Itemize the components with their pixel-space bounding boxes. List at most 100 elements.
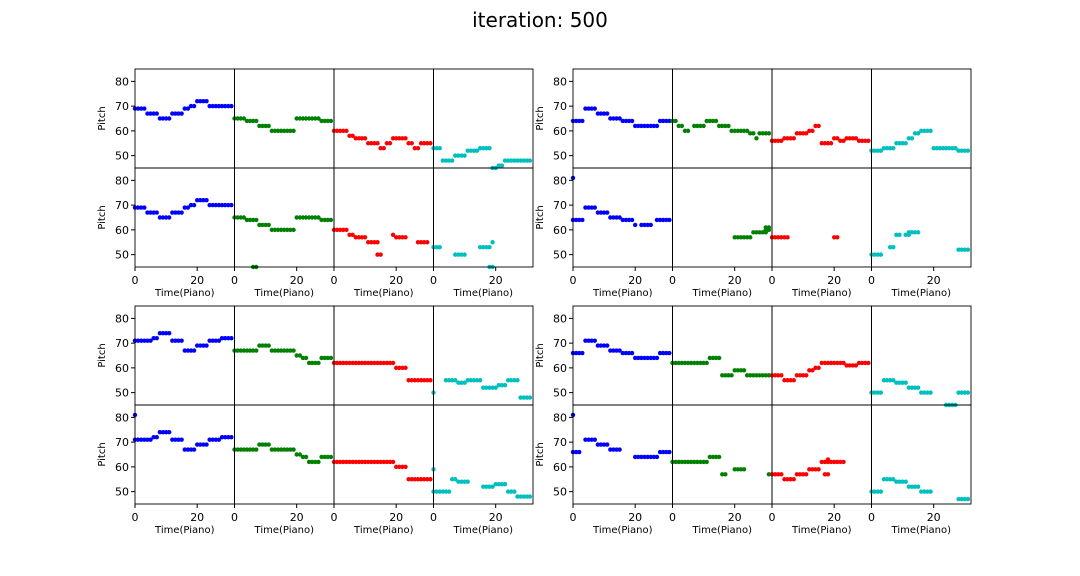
x-tick-label: 0 bbox=[570, 511, 577, 524]
note-point bbox=[909, 136, 915, 141]
y-tick-label: 50 bbox=[115, 387, 129, 400]
note-point bbox=[163, 430, 169, 435]
note-point bbox=[741, 128, 747, 134]
note-point bbox=[825, 360, 831, 366]
note-point bbox=[701, 360, 706, 366]
note-point bbox=[605, 343, 610, 348]
y-tick-label: 60 bbox=[553, 224, 567, 237]
note-point bbox=[269, 348, 275, 353]
note-point bbox=[425, 141, 430, 146]
note-point bbox=[586, 106, 591, 111]
note-point bbox=[623, 350, 629, 356]
note-point bbox=[601, 343, 607, 348]
note-point bbox=[350, 459, 355, 465]
subplot-frame bbox=[234, 404, 335, 505]
note-point bbox=[269, 128, 275, 134]
note-point bbox=[965, 496, 971, 502]
x-axis-label: Time(Piano) bbox=[592, 288, 653, 299]
x-tick-label: 20 bbox=[389, 511, 403, 524]
y-axis-label: Pitch bbox=[97, 205, 108, 229]
note-point bbox=[229, 434, 234, 440]
note-point bbox=[481, 245, 486, 250]
note-point bbox=[356, 360, 362, 366]
note-point bbox=[369, 240, 374, 245]
note-point bbox=[716, 454, 722, 460]
note-point bbox=[194, 197, 200, 203]
note-point bbox=[751, 131, 756, 136]
note-point bbox=[418, 378, 424, 383]
note-point bbox=[866, 138, 871, 143]
x-axis-label: Time(Piano) bbox=[254, 525, 315, 536]
note-point bbox=[692, 360, 697, 366]
note-point bbox=[577, 217, 582, 223]
note-point bbox=[894, 232, 899, 238]
note-point bbox=[244, 447, 250, 452]
note-point bbox=[881, 477, 887, 482]
note-point bbox=[667, 217, 672, 223]
note-point bbox=[685, 128, 691, 134]
note-point bbox=[216, 437, 222, 442]
note-point bbox=[859, 360, 865, 366]
subplot-3-1-1 bbox=[132, 305, 235, 406]
note-point bbox=[344, 128, 349, 134]
x-tick-label: 0 bbox=[669, 511, 676, 524]
note-point bbox=[884, 477, 890, 482]
note-point bbox=[471, 378, 477, 383]
subplot-frame bbox=[134, 305, 235, 406]
note-point bbox=[362, 459, 368, 465]
subplot-1-1-4 bbox=[431, 68, 534, 171]
note-point bbox=[260, 343, 265, 348]
note-point bbox=[191, 202, 197, 208]
note-point bbox=[825, 141, 831, 146]
subplot-frame bbox=[771, 305, 872, 406]
note-point bbox=[735, 235, 740, 240]
subplot-frame bbox=[572, 167, 673, 268]
note-point bbox=[919, 128, 924, 134]
note-point bbox=[484, 484, 489, 489]
note-point bbox=[667, 449, 672, 455]
note-point bbox=[502, 158, 508, 163]
note-point bbox=[841, 360, 846, 366]
note-point bbox=[909, 484, 915, 489]
note-point bbox=[928, 489, 933, 494]
note-point bbox=[425, 240, 430, 245]
note-point bbox=[738, 235, 744, 240]
note-point bbox=[188, 447, 194, 452]
note-point bbox=[449, 477, 455, 482]
y-tick-label: 50 bbox=[553, 387, 567, 400]
note-point bbox=[353, 136, 358, 141]
note-point bbox=[831, 459, 837, 465]
y-axis-label: Pitch bbox=[535, 442, 546, 466]
note-point bbox=[527, 494, 533, 499]
note-point bbox=[163, 116, 169, 121]
note-point bbox=[400, 365, 405, 371]
note-point bbox=[776, 235, 781, 240]
note-point bbox=[247, 447, 253, 452]
x-tick-label: 0 bbox=[868, 511, 875, 524]
x-tick-label: 20 bbox=[827, 511, 841, 524]
note-point bbox=[496, 383, 501, 388]
subplot-frame bbox=[672, 68, 773, 169]
subplot-frame bbox=[572, 305, 673, 406]
note-point bbox=[741, 467, 747, 472]
note-point bbox=[744, 128, 750, 134]
y-tick-label: 80 bbox=[553, 312, 567, 325]
note-point bbox=[682, 360, 688, 366]
note-point bbox=[157, 215, 163, 220]
note-point bbox=[592, 106, 597, 111]
note-point bbox=[962, 390, 967, 395]
note-point bbox=[903, 380, 908, 385]
note-point bbox=[608, 447, 613, 452]
note-point bbox=[173, 210, 178, 215]
note-point bbox=[151, 335, 156, 341]
note-point bbox=[179, 111, 184, 116]
note-point bbox=[319, 454, 324, 460]
note-point bbox=[962, 496, 967, 502]
note-point bbox=[645, 454, 650, 460]
note-point bbox=[173, 437, 178, 442]
note-point bbox=[198, 343, 203, 348]
note-point bbox=[160, 116, 166, 121]
y-tick-label: 80 bbox=[553, 174, 567, 187]
note-point bbox=[732, 235, 737, 240]
note-point bbox=[303, 215, 309, 220]
